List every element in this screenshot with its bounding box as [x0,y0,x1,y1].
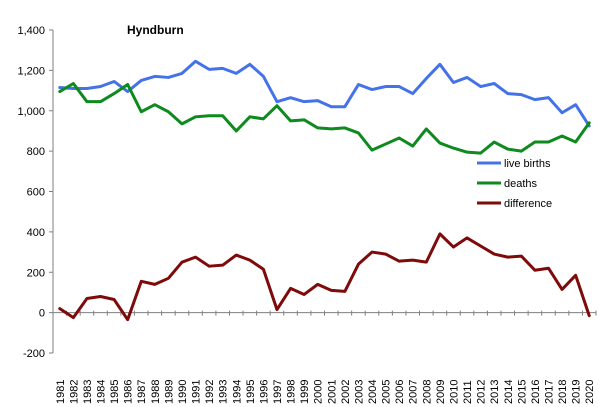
x-tick-label: 2002 [340,380,352,404]
y-tick-label: 1,400 [17,25,45,37]
x-tick-label: 2005 [381,380,393,404]
y-tick-label: 600 [27,187,45,199]
series-line-difference [58,232,591,322]
x-tick-label: 1995 [245,380,257,404]
x-tick-label: 2016 [530,380,542,404]
x-tick-label: 1998 [286,380,298,404]
x-tick-label: 1985 [109,380,121,404]
legend-label: live births [504,158,551,170]
x-tick-label: 2014 [503,380,515,404]
x-tick-label: 1999 [299,380,311,404]
x-tick-label: 1994 [231,380,243,404]
y-tick-label: 0 [39,308,45,320]
x-tick-label: 2012 [476,380,488,404]
x-tick-label: 2004 [367,380,379,404]
x-tick-label: 2013 [489,380,501,404]
series-line-deaths [58,82,591,155]
y-tick-label: -200 [23,348,45,360]
x-tick-label: 1993 [218,380,230,404]
y-tick-label: 1,200 [17,65,45,77]
x-tick-label: 1996 [258,380,270,404]
x-tick-label: 1986 [123,380,135,404]
x-tick-label: 1984 [96,380,108,404]
series-line-live-births [58,59,591,128]
x-tick-label: 2008 [421,380,433,404]
x-tick-label: 2007 [408,380,420,404]
series-layer [58,59,591,322]
legend-label: difference [504,198,552,210]
y-tick-label: 800 [27,146,45,158]
legend-label: deaths [504,178,538,190]
x-tick-label: 1982 [68,380,80,404]
x-tick-label: 1990 [177,380,189,404]
x-tick-label: 2003 [353,380,365,404]
x-tick-label: 2017 [543,380,555,404]
x-tick-label: 2006 [394,380,406,404]
x-tick-label: 2018 [557,380,569,404]
x-tick-label: 1987 [136,380,148,404]
x-tick-label: 1983 [82,380,94,404]
x-tick-label: 1981 [55,380,67,404]
x-tick-label: 2015 [516,380,528,404]
y-tick-label: 200 [27,267,45,279]
x-tick-label: 2009 [435,380,447,404]
x-tick-label: 1992 [204,380,216,404]
x-tick-label: 1988 [150,380,162,404]
x-tick-label: 1991 [191,380,203,404]
axes: -200 0 200 400 600 800 1,000 1,200 1,400 1981 1982… [17,25,597,404]
x-tick-label: 2011 [462,380,474,404]
chart-title: Hyndburn [127,23,184,37]
x-tick-label: 1997 [272,380,284,404]
legend: live births deaths difference [477,158,552,210]
x-tick-label: 1989 [163,380,175,404]
x-tick-label: 2019 [571,380,583,404]
x-tick-label: 2001 [326,380,338,404]
y-tick-label: 1,000 [17,106,45,118]
x-tick-label: 2010 [448,380,460,404]
y-tick-label: 400 [27,227,45,239]
x-tick-label: 2020 [584,380,596,404]
x-tick-label: 2000 [313,380,325,404]
